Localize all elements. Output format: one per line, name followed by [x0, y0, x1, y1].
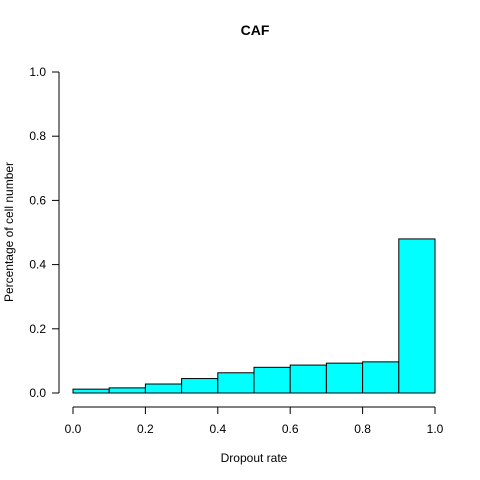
y-tick-label: 0.4: [29, 258, 46, 272]
histogram-bar-7: [325, 362, 364, 394]
histogram-bar-4: [217, 372, 255, 394]
y-tick-label: 0.6: [29, 193, 46, 207]
x-tick-label: 1.0: [427, 422, 444, 436]
chart-title: CAF: [241, 22, 270, 38]
bars-group: [72, 238, 436, 394]
histogram-bar-1: [108, 387, 146, 394]
x-tick-label: 0.0: [65, 422, 82, 436]
x-axis-label: Dropout rate: [221, 451, 288, 465]
y-axis-label: Percentage of cell number: [2, 162, 16, 302]
x-axis: 0.0 0.2 0.4 0.6 0.8 1.0: [65, 406, 444, 436]
histogram-bar-2: [144, 383, 183, 394]
y-tick-label: 0.8: [29, 129, 46, 143]
histogram-bar-3: [181, 378, 219, 394]
x-tick-label: 0.6: [282, 422, 299, 436]
x-tick-label: 0.2: [137, 422, 154, 436]
histogram-bar-9: [398, 238, 436, 394]
y-axis: 0.0 0.2 0.4 0.6 0.8 1.0: [29, 65, 60, 400]
histogram-bar-5: [253, 366, 291, 394]
y-tick-label: 0.2: [29, 322, 46, 336]
x-tick-label: 0.8: [354, 422, 371, 436]
histogram-bar-0: [72, 388, 110, 394]
y-tick-label: 0.0: [29, 386, 46, 400]
x-tick-label: 0.4: [209, 422, 226, 436]
histogram-bar-6: [289, 364, 327, 394]
y-tick-label: 1.0: [29, 65, 46, 79]
histogram-bar-8: [362, 361, 400, 394]
